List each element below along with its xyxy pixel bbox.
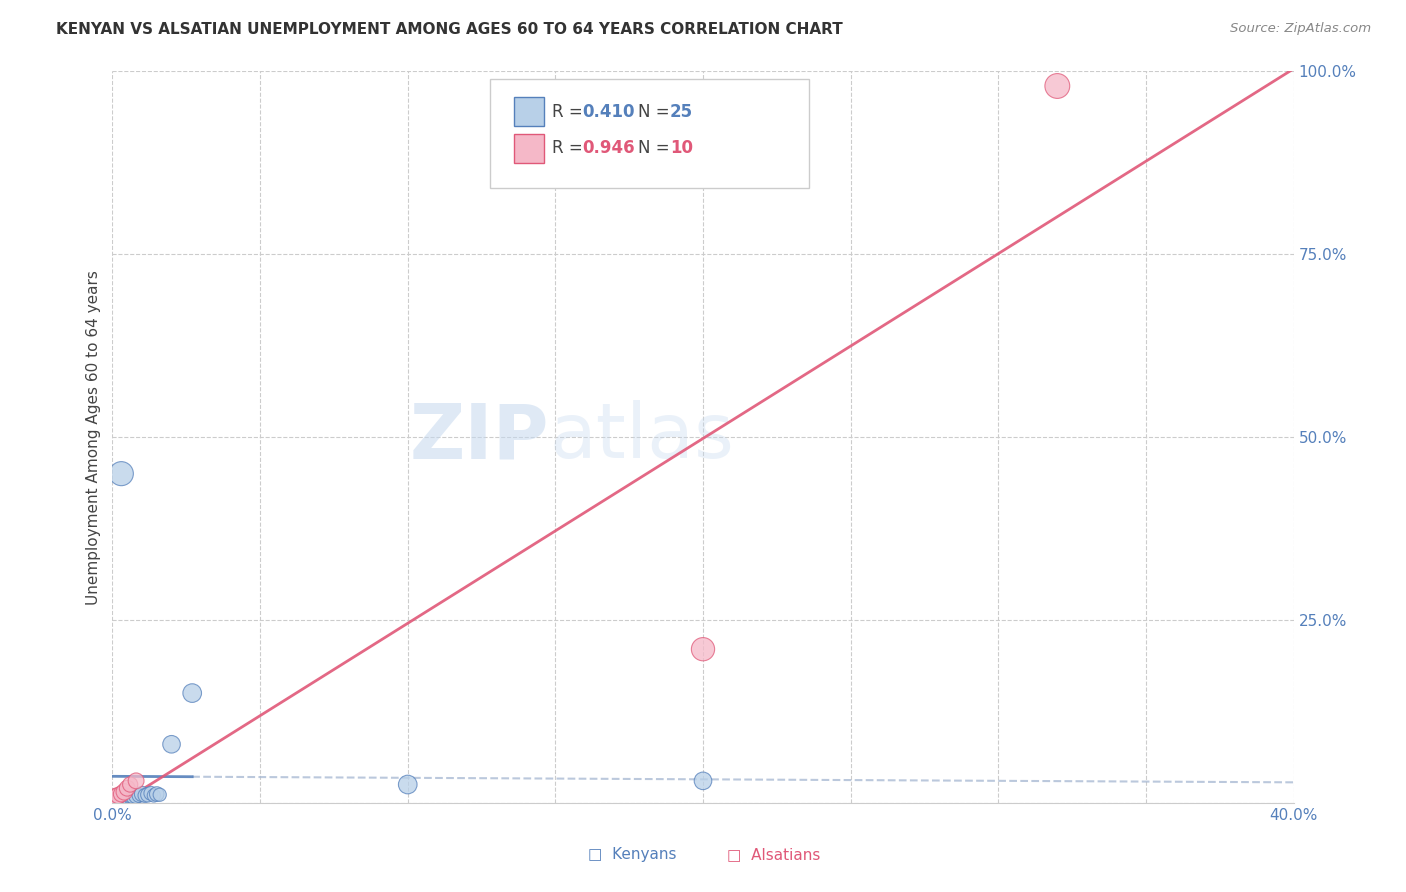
Point bbox=[112, 790, 135, 805]
Point bbox=[396, 778, 419, 792]
Point bbox=[128, 789, 150, 803]
Point bbox=[101, 796, 124, 810]
Point bbox=[104, 794, 127, 808]
Text: Source: ZipAtlas.com: Source: ZipAtlas.com bbox=[1230, 22, 1371, 36]
Point bbox=[692, 773, 714, 788]
Text: atlas: atlas bbox=[550, 401, 734, 474]
Text: 0.946: 0.946 bbox=[582, 139, 636, 157]
Point bbox=[149, 788, 172, 802]
Point bbox=[136, 788, 159, 802]
Bar bbox=[515, 97, 544, 127]
Text: □  Kenyans: □ Kenyans bbox=[588, 847, 676, 862]
Point bbox=[1046, 78, 1069, 93]
Point bbox=[181, 686, 204, 700]
Point bbox=[110, 467, 132, 481]
Text: 10: 10 bbox=[669, 139, 693, 157]
Point bbox=[107, 794, 129, 808]
Point bbox=[112, 785, 135, 799]
Point bbox=[117, 789, 138, 804]
Text: R =: R = bbox=[551, 103, 588, 120]
Point bbox=[125, 789, 148, 804]
Text: 25: 25 bbox=[669, 103, 693, 120]
Text: N =: N = bbox=[638, 103, 675, 120]
Text: N =: N = bbox=[638, 139, 675, 157]
Point bbox=[134, 789, 156, 803]
FancyBboxPatch shape bbox=[491, 78, 810, 188]
Bar bbox=[515, 134, 544, 163]
Point bbox=[139, 786, 162, 800]
Point bbox=[120, 789, 142, 803]
Point bbox=[146, 787, 169, 801]
Y-axis label: Unemployment Among Ages 60 to 64 years: Unemployment Among Ages 60 to 64 years bbox=[86, 269, 101, 605]
Point bbox=[160, 737, 183, 751]
Point bbox=[110, 793, 132, 807]
Point bbox=[120, 778, 142, 792]
Point bbox=[110, 787, 132, 801]
Text: □  Alsatians: □ Alsatians bbox=[727, 847, 821, 862]
Text: ZIP: ZIP bbox=[411, 401, 550, 474]
Text: R =: R = bbox=[551, 139, 588, 157]
Point bbox=[117, 781, 138, 796]
Point bbox=[110, 792, 132, 806]
Point bbox=[104, 789, 127, 804]
Point bbox=[101, 792, 124, 806]
Point bbox=[131, 787, 153, 801]
Point bbox=[125, 773, 148, 788]
Point bbox=[122, 789, 145, 804]
Point bbox=[692, 642, 714, 657]
Text: 0.410: 0.410 bbox=[582, 103, 636, 120]
Point bbox=[120, 789, 142, 804]
Point bbox=[107, 789, 129, 803]
Point bbox=[142, 789, 165, 803]
Point bbox=[112, 791, 135, 805]
Text: KENYAN VS ALSATIAN UNEMPLOYMENT AMONG AGES 60 TO 64 YEARS CORRELATION CHART: KENYAN VS ALSATIAN UNEMPLOYMENT AMONG AG… bbox=[56, 22, 844, 37]
